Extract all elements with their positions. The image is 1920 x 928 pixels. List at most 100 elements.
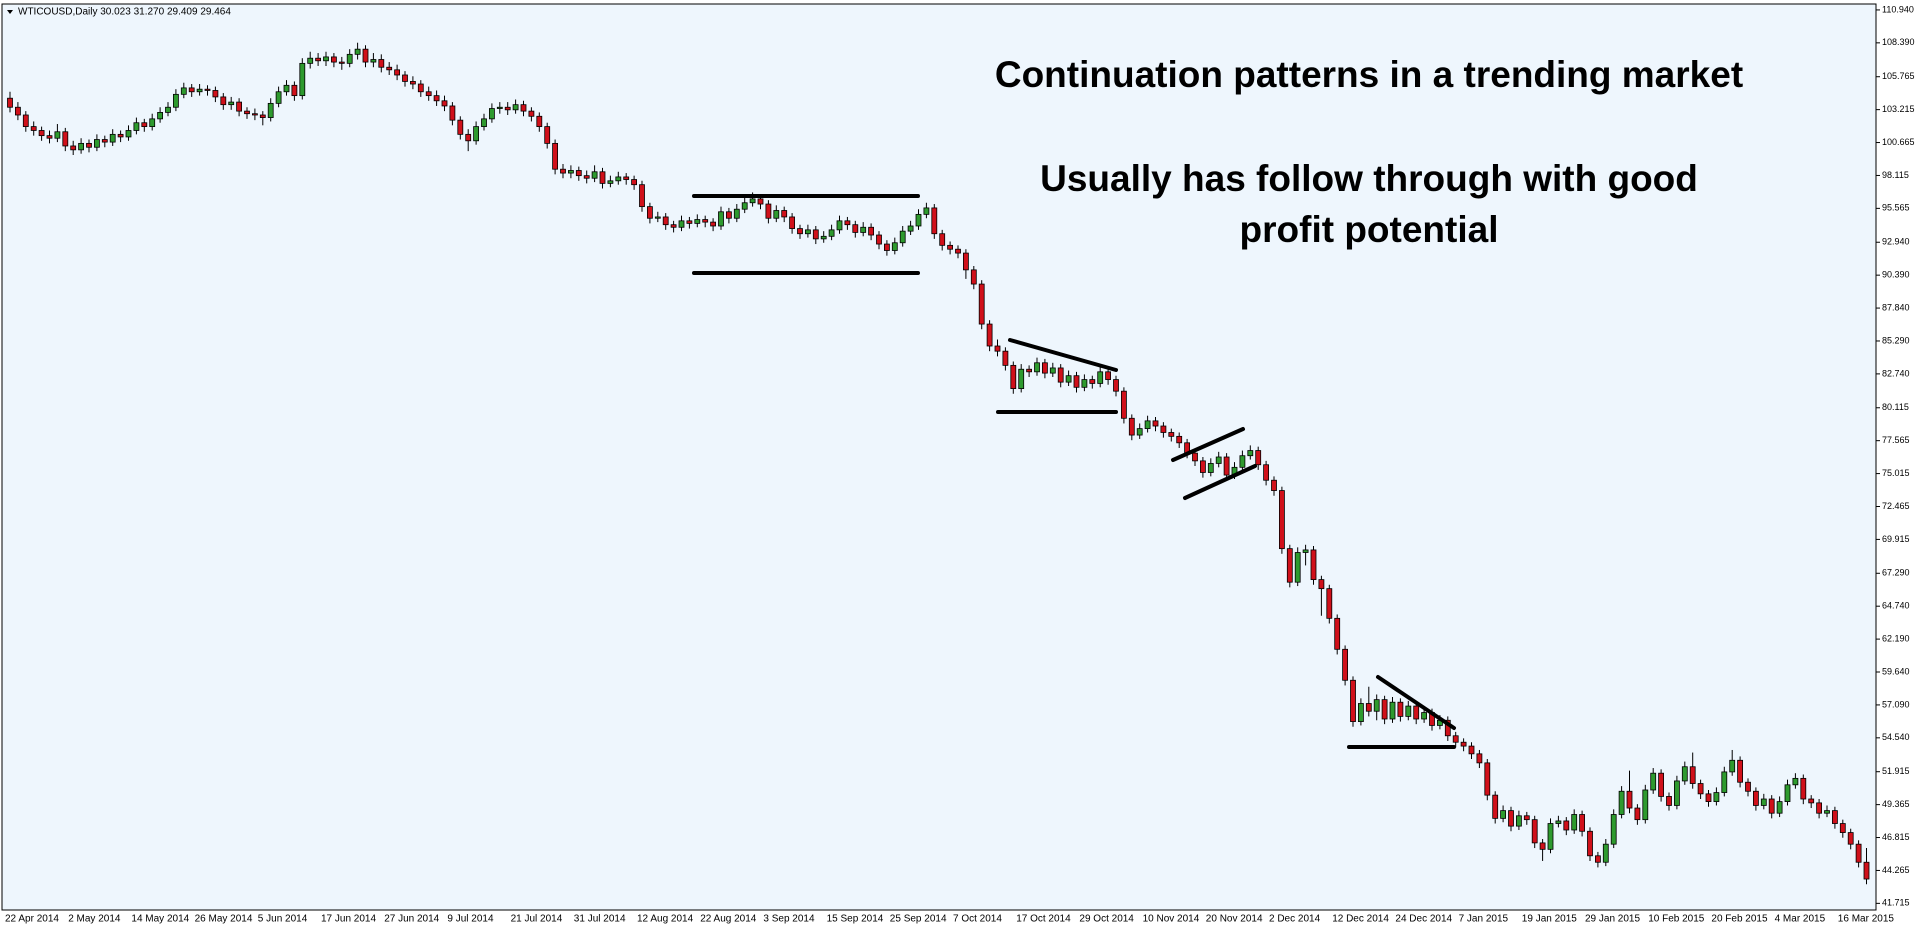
candle-body: [283, 84, 290, 93]
candle-body: [1144, 420, 1151, 430]
candle-body: [1484, 762, 1491, 796]
candle-body: [1279, 490, 1285, 550]
y-tick-label: 92.940: [1882, 237, 1910, 247]
candle-body: [1002, 350, 1009, 366]
candle-body: [1476, 753, 1483, 764]
plot-area: [1, 3, 1877, 911]
candle-body: [836, 220, 843, 231]
candle-body: [188, 87, 195, 93]
x-tick-label: 2 Dec 2014: [1269, 914, 1321, 925]
candle-body: [884, 243, 890, 251]
candle-body: [228, 101, 235, 106]
x-tick-label: 14 May 2014: [131, 914, 189, 925]
candle-body: [259, 114, 266, 118]
x-tick-label: 19 Jan 2015: [1522, 914, 1577, 925]
x-tick-label: 29 Jan 2015: [1585, 914, 1640, 925]
candle-body: [172, 93, 179, 108]
candle-body: [1081, 379, 1088, 388]
candle-body: [1247, 450, 1254, 457]
candle-body: [125, 130, 132, 138]
candle-body: [1776, 801, 1783, 814]
candle-body: [496, 106, 503, 109]
candle-body: [1026, 368, 1032, 373]
candle-body: [94, 139, 100, 148]
candle-body: [1602, 843, 1609, 863]
candle-body: [1460, 741, 1467, 747]
candle-body: [1610, 814, 1617, 845]
candle-body: [1421, 712, 1427, 720]
candle-body: [315, 57, 322, 62]
candle-body: [828, 229, 835, 237]
candle-body: [133, 122, 140, 131]
candle-body: [441, 100, 448, 107]
candle-body: [323, 56, 329, 62]
y-tick-label: 105.765: [1882, 71, 1915, 81]
candle-body: [141, 122, 148, 128]
x-tick-label: 5 Jun 2014: [258, 914, 308, 925]
candle-body: [1271, 479, 1277, 491]
candle-body: [346, 53, 353, 64]
candle-body: [1839, 823, 1846, 833]
x-tick-label: 9 Jul 2014: [447, 914, 494, 925]
y-tick-label: 54.540: [1882, 732, 1910, 742]
candle-body: [1555, 820, 1562, 824]
candle-body: [1658, 772, 1664, 797]
x-tick-label: 12 Dec 2014: [1332, 914, 1389, 925]
candle-body: [370, 59, 377, 63]
candle-body: [1358, 703, 1364, 722]
candle-body: [694, 219, 701, 224]
candle-body: [931, 207, 938, 235]
candle-body: [1650, 772, 1657, 791]
candle-body: [947, 244, 953, 250]
candle-body: [1010, 364, 1017, 389]
candle-body: [686, 220, 693, 224]
candle-body: [402, 74, 408, 82]
candle-body: [1452, 735, 1459, 743]
x-tick-label: 15 Sep 2014: [827, 914, 884, 925]
x-tick-label: 2 May 2014: [68, 914, 121, 925]
candle-body: [1666, 796, 1672, 806]
y-tick-label: 108.390: [1882, 37, 1915, 47]
candle-body: [386, 66, 393, 71]
candle-body: [812, 229, 819, 240]
candle-body: [86, 142, 92, 148]
candle-body: [1381, 699, 1388, 720]
candle-body: [165, 106, 171, 113]
y-tick-label: 62.190: [1882, 633, 1910, 643]
candle-body: [101, 139, 108, 143]
candle-body: [1176, 435, 1183, 444]
candle-body: [1089, 379, 1096, 384]
candle-body: [1855, 843, 1862, 863]
y-tick-label: 87.840: [1882, 302, 1910, 312]
candle-body: [647, 206, 653, 219]
candle-body: [623, 176, 630, 180]
candle-body: [615, 176, 622, 182]
candle-body: [236, 101, 243, 112]
candle-body: [1136, 428, 1143, 436]
candle-body: [1097, 371, 1104, 384]
candle-body: [765, 203, 772, 219]
x-tick-label: 7 Oct 2014: [953, 914, 1002, 925]
candle-body: [560, 168, 566, 174]
x-tick-label: 17 Jun 2014: [321, 914, 376, 925]
candle-body: [544, 126, 551, 144]
candle-body: [1563, 820, 1570, 831]
y-tick-label: 69.915: [1882, 534, 1910, 544]
candle-body: [789, 216, 795, 229]
candle-body: [354, 48, 361, 55]
candle-body: [1215, 456, 1222, 464]
candle-body: [741, 202, 748, 210]
candle-body: [1049, 367, 1056, 374]
pattern-lines: [692, 194, 1456, 749]
candle-body: [1808, 798, 1815, 804]
y-tick-label: 100.665: [1882, 137, 1915, 147]
candle-body: [1397, 701, 1404, 717]
candle-body: [1018, 368, 1025, 389]
candle-body: [678, 220, 685, 228]
candle-body: [46, 135, 53, 139]
candle-body: [1065, 375, 1072, 383]
candle-body: [1057, 367, 1064, 383]
candle-body: [307, 57, 314, 64]
x-tick-label: 25 Sep 2014: [890, 914, 947, 925]
